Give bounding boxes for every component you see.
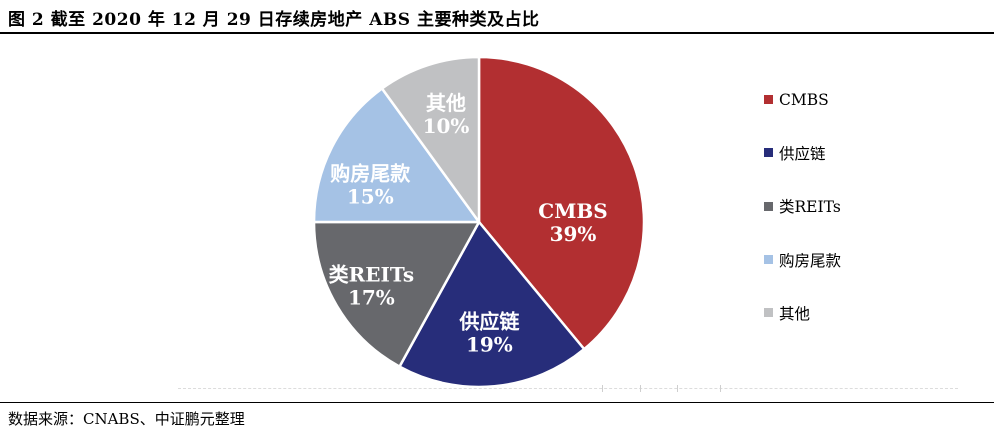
slice-value-label-4: 10% bbox=[423, 114, 470, 138]
figure-title: 图 2 截至 2020 年 12 月 29 日存续房地产 ABS 主要种类及占比 bbox=[8, 10, 540, 30]
chart-baseline bbox=[178, 388, 958, 389]
legend-label: 其他 bbox=[779, 304, 811, 323]
legend-label: CMBS bbox=[779, 90, 829, 109]
legend-label: 供应链 bbox=[779, 144, 826, 163]
legend-swatch-icon bbox=[764, 308, 773, 318]
pie-slice-0 bbox=[477, 55, 646, 351]
legend-item-3: 购房尾款 bbox=[764, 233, 841, 286]
legend-item-4: 其他 bbox=[764, 286, 841, 339]
legend-item-0: CMBS bbox=[764, 73, 841, 126]
legend-swatch-icon bbox=[764, 148, 773, 158]
grid-tick bbox=[640, 385, 641, 392]
grid-tick bbox=[720, 385, 721, 392]
legend-item-1: 供应链 bbox=[764, 126, 841, 179]
slice-value-label-0: 39% bbox=[550, 222, 597, 246]
legend-label: 类REITs bbox=[779, 198, 841, 217]
slice-name-label-4: 其他 bbox=[426, 91, 466, 115]
legend-swatch-icon bbox=[764, 95, 773, 105]
pie-slice-1 bbox=[398, 220, 586, 389]
slice-name-label-1: 供应链 bbox=[458, 310, 520, 334]
slice-name-label-0: CMBS bbox=[538, 199, 607, 223]
grid-tick bbox=[677, 385, 678, 392]
pie-slice-2 bbox=[312, 220, 481, 368]
pie-slice-3 bbox=[312, 87, 481, 224]
slice-name-label-3: 购房尾款 bbox=[330, 162, 411, 186]
source-divider bbox=[0, 402, 994, 403]
legend-label: 购房尾款 bbox=[779, 251, 842, 270]
pie-slice-4 bbox=[380, 55, 481, 224]
legend-item-2: 类REITs bbox=[764, 180, 841, 233]
title-divider bbox=[0, 32, 994, 34]
legend-swatch-icon bbox=[764, 255, 773, 265]
slice-name-label-2: 类REITs bbox=[329, 263, 415, 287]
slice-value-label-2: 17% bbox=[348, 286, 395, 310]
slice-value-label-1: 19% bbox=[466, 333, 513, 357]
grid-tick bbox=[602, 385, 603, 392]
source-note: 数据来源：CNABS、中证鹏元整理 bbox=[8, 410, 245, 428]
slice-value-label-3: 15% bbox=[347, 185, 394, 209]
legend-swatch-icon bbox=[764, 201, 773, 211]
chart-legend: CMBS 供应链类REITs 购房尾款其他 bbox=[764, 73, 841, 339]
